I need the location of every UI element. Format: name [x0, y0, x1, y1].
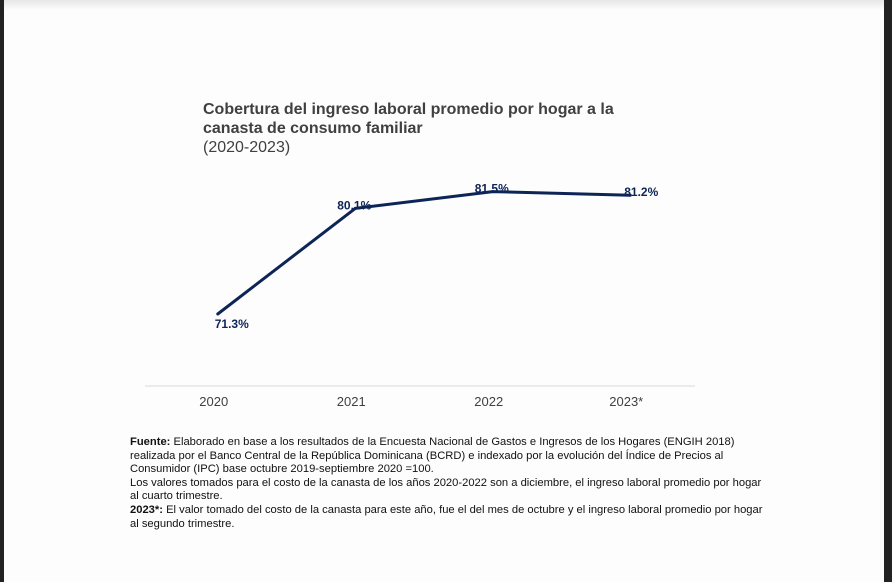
data-point: [353, 206, 357, 210]
data-label: 81.5%: [475, 182, 509, 196]
data-label: 80.1%: [337, 198, 371, 212]
data-point: [216, 312, 220, 316]
top-shadow: [4, 0, 884, 10]
note-2023: 2023*: El valor tomado del costo de la c…: [130, 504, 770, 531]
line-chart: 71.3% 80.1% 81.5% 81.2% 2020 2021 2022 2023*: [145, 182, 695, 409]
series-layer: 71.3% 80.1% 81.5% 81.2%: [215, 182, 659, 331]
source-note: Fuente: Elaborado en base a los resultad…: [130, 436, 770, 477]
source-label: Fuente:: [130, 436, 171, 448]
data-label: 81.2%: [624, 185, 658, 199]
series-line: [216, 190, 631, 316]
source-text: Elaborado en base a los resultados de la…: [130, 436, 735, 476]
source-notes: Fuente: Elaborado en base a los resultad…: [130, 436, 770, 531]
document-page: Cobertura del ingreso laboral promedio p…: [4, 0, 884, 582]
data-label: 71.3%: [215, 317, 249, 331]
note-2023-text: El valor tomado del costo de la canasta …: [130, 503, 763, 530]
x-tick-label: 2020: [199, 394, 228, 409]
x-tick-label: 2021: [337, 394, 366, 409]
note-2023-label: 2023*:: [130, 503, 163, 516]
x-tick-label: 2022: [474, 394, 503, 409]
x-tick-label: 2023*: [609, 394, 643, 409]
values-note: Los valores tomados para el costo de la …: [130, 476, 762, 503]
chart-subtitle: (2020-2023): [203, 139, 291, 156]
x-tick-labels: 2020 2021 2022 2023*: [199, 394, 643, 409]
data-point: [628, 193, 632, 197]
data-point: [491, 190, 495, 194]
chart-title: Cobertura del ingreso laboral promedio p…: [203, 101, 614, 137]
